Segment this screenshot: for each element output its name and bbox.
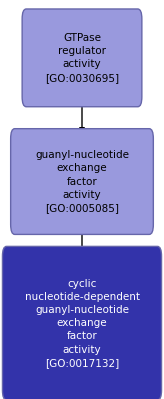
Text: GTPase
regulator
activity
[GO:0030695]: GTPase regulator activity [GO:0030695] <box>45 33 119 83</box>
Text: guanyl-nucleotide
exchange
factor
activity
[GO:0005085]: guanyl-nucleotide exchange factor activi… <box>35 150 129 213</box>
FancyBboxPatch shape <box>2 246 162 399</box>
Text: cyclic
nucleotide-dependent
guanyl-nucleotide
exchange
factor
activity
[GO:00171: cyclic nucleotide-dependent guanyl-nucle… <box>24 279 140 368</box>
FancyBboxPatch shape <box>11 128 153 235</box>
FancyBboxPatch shape <box>22 9 142 107</box>
